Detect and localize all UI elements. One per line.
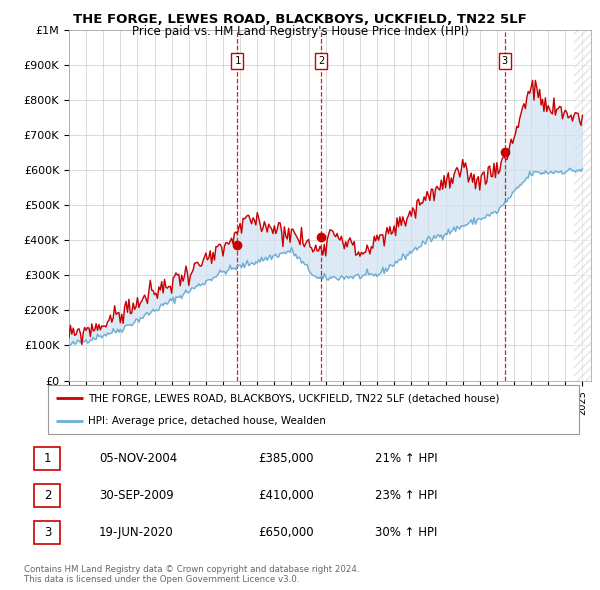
- Text: £385,000: £385,000: [258, 452, 314, 465]
- Text: This data is licensed under the Open Government Licence v3.0.: This data is licensed under the Open Gov…: [24, 575, 299, 584]
- Text: 3: 3: [502, 56, 508, 66]
- Text: 2: 2: [44, 489, 51, 502]
- Text: THE FORGE, LEWES ROAD, BLACKBOYS, UCKFIELD, TN22 5LF (detached house): THE FORGE, LEWES ROAD, BLACKBOYS, UCKFIE…: [88, 394, 499, 404]
- Text: £650,000: £650,000: [258, 526, 314, 539]
- Text: £410,000: £410,000: [258, 489, 314, 502]
- FancyBboxPatch shape: [48, 385, 579, 434]
- Text: 1: 1: [44, 452, 51, 465]
- Text: 23% ↑ HPI: 23% ↑ HPI: [375, 489, 437, 502]
- Text: 05-NOV-2004: 05-NOV-2004: [99, 452, 177, 465]
- Text: THE FORGE, LEWES ROAD, BLACKBOYS, UCKFIELD, TN22 5LF: THE FORGE, LEWES ROAD, BLACKBOYS, UCKFIE…: [73, 13, 527, 26]
- Text: 3: 3: [44, 526, 51, 539]
- Text: 30-SEP-2009: 30-SEP-2009: [99, 489, 174, 502]
- FancyBboxPatch shape: [34, 484, 61, 507]
- Text: 19-JUN-2020: 19-JUN-2020: [99, 526, 174, 539]
- Text: 1: 1: [234, 56, 241, 66]
- Text: HPI: Average price, detached house, Wealden: HPI: Average price, detached house, Weal…: [88, 415, 326, 425]
- Text: 30% ↑ HPI: 30% ↑ HPI: [375, 526, 437, 539]
- FancyBboxPatch shape: [34, 521, 61, 545]
- FancyBboxPatch shape: [34, 447, 61, 470]
- Text: 21% ↑ HPI: 21% ↑ HPI: [375, 452, 437, 465]
- Text: Price paid vs. HM Land Registry's House Price Index (HPI): Price paid vs. HM Land Registry's House …: [131, 25, 469, 38]
- Text: 2: 2: [319, 56, 325, 66]
- Text: Contains HM Land Registry data © Crown copyright and database right 2024.: Contains HM Land Registry data © Crown c…: [24, 565, 359, 574]
